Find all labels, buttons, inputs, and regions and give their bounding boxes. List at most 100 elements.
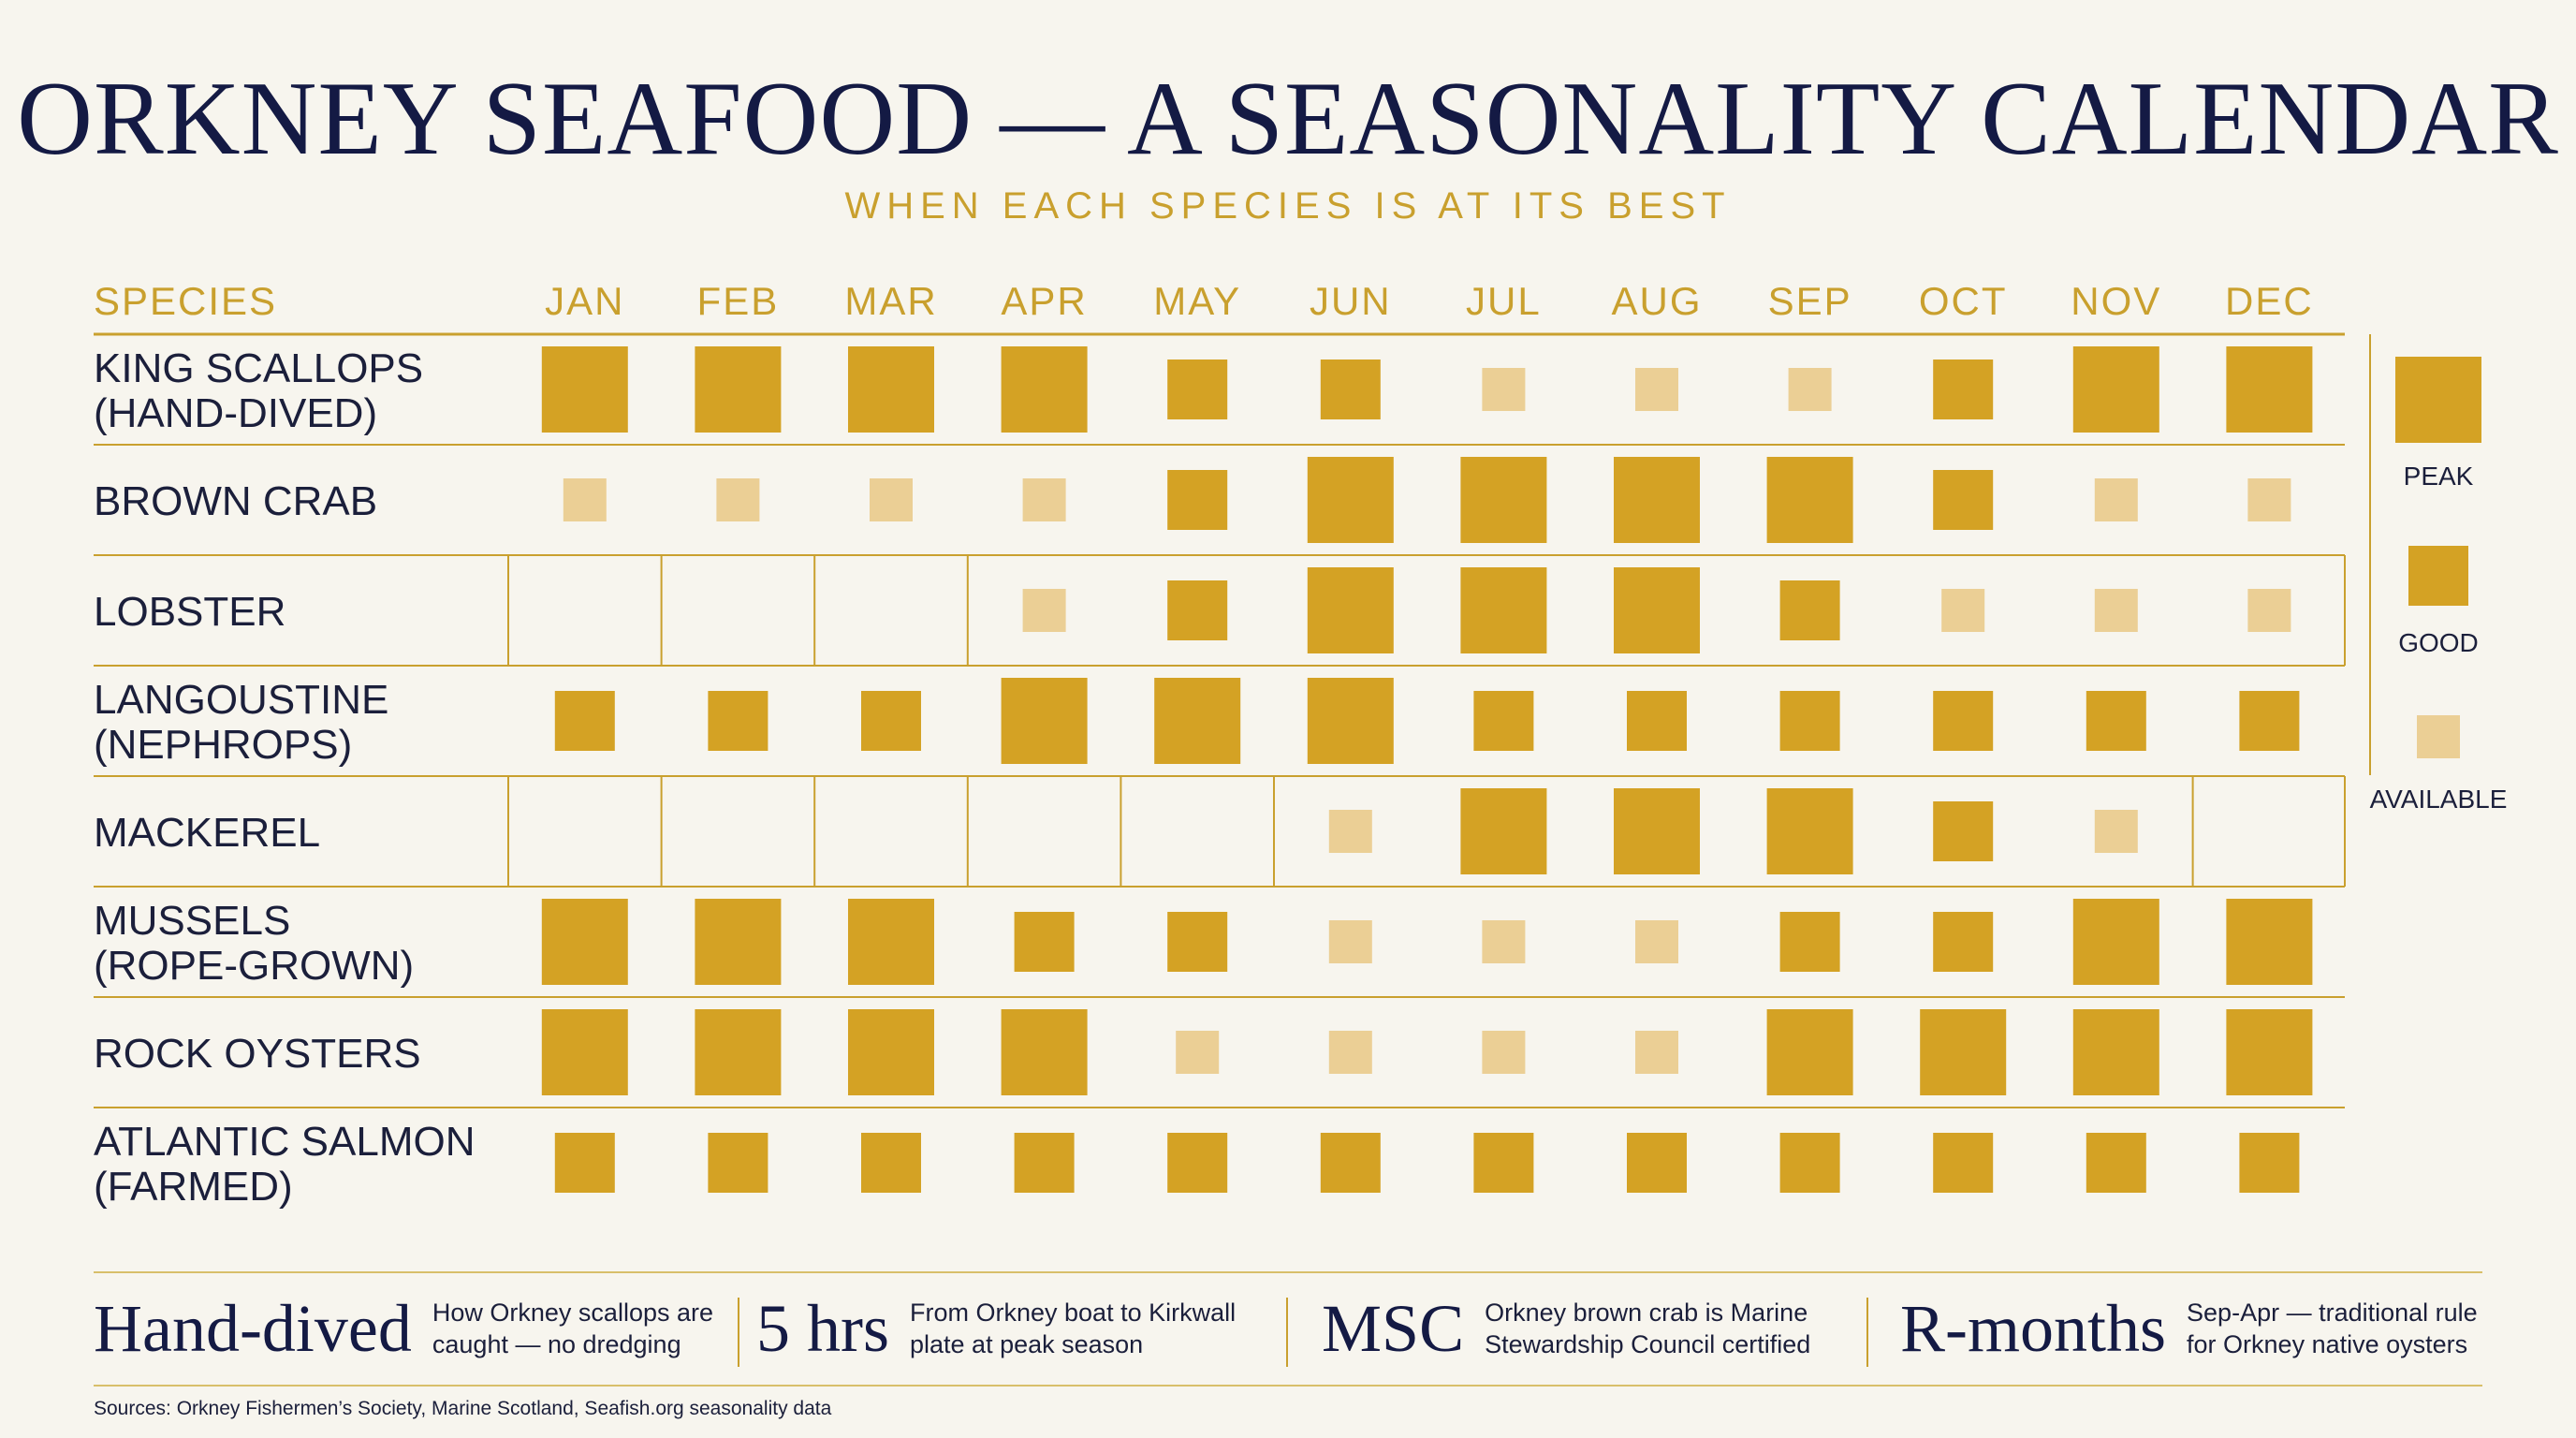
season-mark-good-oct bbox=[1933, 360, 1994, 419]
season-mark-peak-jul bbox=[1460, 457, 1547, 543]
legend-swatch-peak bbox=[2395, 357, 2481, 443]
species-label: (NEPHROPS) bbox=[94, 722, 352, 768]
season-mark-good-aug bbox=[1627, 1133, 1687, 1193]
season-mark-good-feb bbox=[708, 691, 768, 751]
stat-description: Orkney brown crab is Marine Stewardship … bbox=[1485, 1297, 1810, 1360]
season-mark-good-sep bbox=[1779, 912, 1840, 972]
season-mark-good-mar bbox=[861, 691, 921, 751]
month-header-aug: AUG bbox=[1611, 279, 1702, 323]
species-label: MACKEREL bbox=[94, 810, 320, 856]
month-header-dec: DEC bbox=[2225, 279, 2314, 323]
season-mark-good-may bbox=[1167, 360, 1228, 419]
season-mark-peak-aug bbox=[1614, 788, 1700, 874]
page-subtitle: WHEN EACH SPECIES IS AT ITS BEST bbox=[844, 185, 1732, 227]
season-mark-peak-mar bbox=[848, 346, 934, 433]
stat-value: R-months bbox=[1900, 1290, 2167, 1366]
season-mark-peak-nov bbox=[2072, 899, 2159, 985]
footer-bottom-rule bbox=[94, 1385, 2482, 1387]
month-header-sep: SEP bbox=[1768, 279, 1852, 323]
stat-5-hrs: 5 hrs From Orkney boat to Kirkwall plate… bbox=[756, 1271, 1236, 1386]
stat-msc: MSC Orkney brown crab is Marine Stewards… bbox=[1322, 1271, 1810, 1386]
month-header-may: MAY bbox=[1153, 279, 1241, 323]
season-mark-good-oct bbox=[1933, 691, 1994, 751]
season-mark-peak-jan bbox=[541, 1009, 628, 1095]
species-label: (HAND-DIVED) bbox=[94, 390, 377, 436]
season-mark-available-jun bbox=[1328, 1031, 1372, 1074]
species-row: BROWN CRAB bbox=[94, 457, 2291, 543]
month-header-mar: MAR bbox=[844, 279, 937, 323]
stat-value: Hand-dived bbox=[94, 1290, 412, 1366]
season-mark-peak-sep bbox=[1766, 788, 1853, 874]
season-mark-available-dec bbox=[2247, 478, 2291, 521]
seasonality-chart: SPECIES JAN FEB MAR APR MAY JUN JUL AUG SEP OCT NO… bbox=[94, 279, 2507, 1210]
season-mark-available-jun bbox=[1328, 920, 1372, 963]
species-label: LOBSTER bbox=[94, 589, 285, 635]
season-mark-peak-apr bbox=[1001, 678, 1088, 764]
species-label: (FARMED) bbox=[94, 1164, 293, 1210]
stat-value: MSC bbox=[1322, 1290, 1465, 1366]
stat-desc-line: Stewardship Council certified bbox=[1485, 1330, 1811, 1358]
season-mark-peak-may bbox=[1154, 678, 1241, 764]
stat-desc-line: Sep-Apr — traditional rule bbox=[2187, 1299, 2478, 1327]
season-mark-peak-feb bbox=[695, 899, 782, 985]
season-mark-good-may bbox=[1167, 912, 1228, 972]
season-mark-peak-aug bbox=[1614, 457, 1700, 543]
season-mark-available-jul bbox=[1482, 1031, 1526, 1074]
season-mark-available-may bbox=[1176, 1031, 1220, 1074]
season-mark-good-may bbox=[1167, 470, 1228, 530]
season-mark-good-dec bbox=[2239, 1133, 2300, 1193]
season-mark-available-apr bbox=[1022, 589, 1066, 632]
stat-hand-dived: Hand-dived How Orkney scallops are caugh… bbox=[94, 1271, 713, 1386]
season-mark-peak-apr bbox=[1001, 346, 1088, 433]
legend-label-peak: PEAK bbox=[2404, 462, 2474, 491]
season-mark-good-oct bbox=[1933, 470, 1994, 530]
stat-r-months: R-months Sep-Apr — traditional rule for … bbox=[1900, 1271, 2478, 1386]
page-title: ORKNEY SEAFOOD — A SEASONALITY CALENDAR bbox=[17, 61, 2559, 177]
season-mark-good-apr bbox=[1014, 912, 1075, 972]
month-header-nov: NOV bbox=[2071, 279, 2161, 323]
species-label: (ROPE-GROWN) bbox=[94, 943, 414, 989]
season-mark-peak-jan bbox=[541, 899, 628, 985]
month-header-feb: FEB bbox=[697, 279, 780, 323]
season-mark-good-feb bbox=[708, 1133, 768, 1193]
season-mark-peak-sep bbox=[1766, 457, 1853, 543]
stat-description: From Orkney boat to Kirkwall plate at pe… bbox=[910, 1297, 1236, 1360]
season-mark-good-aug bbox=[1627, 691, 1687, 751]
species-row: KING SCALLOPS(HAND-DIVED) bbox=[94, 345, 2313, 436]
month-header-jun: JUN bbox=[1310, 279, 1392, 323]
species-row: LANGOUSTINE(NEPHROPS) bbox=[94, 677, 2300, 768]
season-mark-peak-dec bbox=[2226, 346, 2313, 433]
season-mark-available-jan bbox=[563, 478, 607, 521]
species-label: ATLANTIC SALMON bbox=[94, 1119, 475, 1165]
stat-desc-line: From Orkney boat to Kirkwall bbox=[910, 1299, 1237, 1327]
season-mark-peak-jun bbox=[1307, 567, 1394, 653]
species-row: ATLANTIC SALMON(FARMED) bbox=[94, 1119, 2300, 1210]
stat-desc-line: caught — no dredging bbox=[432, 1330, 681, 1358]
season-mark-peak-aug bbox=[1614, 567, 1700, 653]
season-mark-peak-jul bbox=[1460, 567, 1547, 653]
season-mark-good-sep bbox=[1779, 691, 1840, 751]
stats-footer: Hand-dived How Orkney scallops are caugh… bbox=[94, 1271, 2482, 1386]
season-mark-good-sep bbox=[1779, 1133, 1840, 1193]
species-label: BROWN CRAB bbox=[94, 478, 377, 524]
month-header-jan: JAN bbox=[545, 279, 624, 323]
season-mark-peak-feb bbox=[695, 1009, 782, 1095]
season-mark-available-sep bbox=[1788, 368, 1832, 411]
season-mark-good-jun bbox=[1320, 1133, 1381, 1193]
footer-top-rule bbox=[94, 1271, 2482, 1273]
season-mark-available-jul bbox=[1482, 920, 1526, 963]
sources-note: Sources: Orkney Fishermen’s Society, Mar… bbox=[94, 1398, 832, 1419]
season-mark-good-may bbox=[1167, 1133, 1228, 1193]
legend-swatch-available bbox=[2417, 715, 2460, 758]
season-mark-good-oct bbox=[1933, 1133, 1994, 1193]
season-mark-available-mar bbox=[870, 478, 913, 521]
species-row: LOBSTER bbox=[94, 555, 2346, 667]
season-mark-available-nov bbox=[2094, 810, 2138, 853]
season-mark-peak-feb bbox=[695, 346, 782, 433]
season-mark-available-jun bbox=[1328, 810, 1372, 853]
legend-label-good: GOOD bbox=[2398, 628, 2479, 657]
season-mark-good-mar bbox=[861, 1133, 921, 1193]
season-mark-peak-sep bbox=[1766, 1009, 1853, 1095]
stat-desc-line: for Orkney native oysters bbox=[2187, 1330, 2468, 1358]
season-mark-good-oct bbox=[1933, 912, 1994, 972]
